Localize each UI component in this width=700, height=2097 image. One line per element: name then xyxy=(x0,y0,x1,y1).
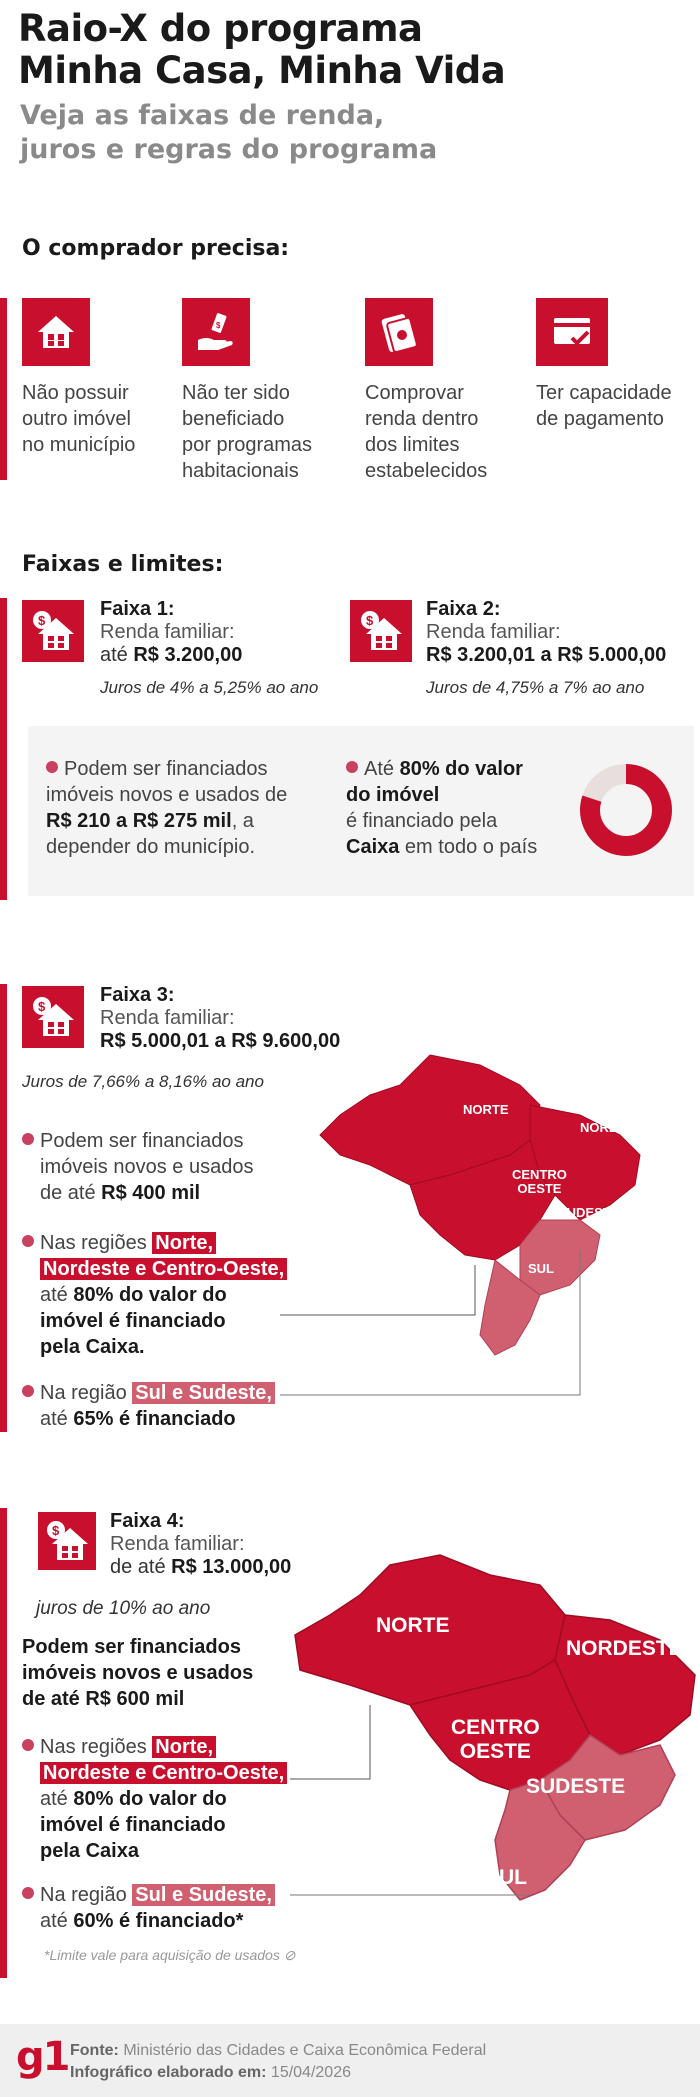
subtitle-line-1: Veja as faixas de renda, xyxy=(20,100,385,131)
connector-line-north xyxy=(280,1265,476,1316)
title-line-2: Minha Casa, Minha Vida xyxy=(18,49,506,92)
section-accent-bar xyxy=(0,1508,7,1978)
region-centro-oeste xyxy=(409,1139,556,1261)
faixa-4-point-2: Nas regiões Norte, Nordeste e Centro-Oes… xyxy=(22,1734,288,1864)
requirement-3-text: Comprovar renda dentro dos limites estabele… xyxy=(365,382,488,482)
faixa-3-point-1: Podem ser financiados imóveis novos e us… xyxy=(22,1128,253,1206)
footer xyxy=(0,2024,700,2097)
card-check-icon xyxy=(536,298,608,366)
house-icon xyxy=(22,298,90,366)
connector-line-north xyxy=(290,1705,371,1780)
house-dollar-icon: $ xyxy=(22,986,84,1048)
cash-stack-icon xyxy=(365,298,433,366)
connector-line-south xyxy=(280,1250,581,1396)
faixa-4-value: de até R$ 13.000,00 xyxy=(110,1556,292,1578)
faixa-3-title: Faixa 3: xyxy=(100,984,175,1006)
region-sudeste xyxy=(519,1219,601,1296)
faixa-4-block: Faixa 4: Renda familiar: de até R$ 13.00… xyxy=(110,1510,291,1579)
faixa-3-block: Faixa 3: Renda familiar: R$ 5.000,01 a R… xyxy=(100,984,340,1053)
brazil-map-small xyxy=(280,1054,641,1396)
region-label-centro-oeste: CENTRO OESTE xyxy=(512,1167,567,1196)
region-label-norte: NORTE xyxy=(463,1102,509,1117)
section-accent-bar xyxy=(0,298,7,480)
footer-source: Fonte: Ministério das Cidades e Caixa Ec… xyxy=(70,2042,487,2059)
g1-logo: g1 xyxy=(16,2034,70,2080)
faixa-1-block: Faixa 1: Renda familiar: até R$ 3.200,00 xyxy=(100,598,242,667)
section-accent-bar xyxy=(0,598,7,900)
faixa-1-juros: Juros de 4% a 5,25% ao ano xyxy=(100,678,319,697)
requirement-4-text: Ter capacidade de pagamento xyxy=(536,382,672,430)
faixa-4-title: Faixa 4: xyxy=(110,1510,185,1532)
svg-text:$: $ xyxy=(38,999,46,1014)
svg-text:$: $ xyxy=(366,613,374,628)
region-label-sul: SUL xyxy=(528,1261,554,1276)
faixa-2-juros: Juros de 4,75% a 7% ao ano xyxy=(426,678,645,697)
house-dollar-icon: $ xyxy=(22,600,84,662)
svg-text:$: $ xyxy=(52,1523,60,1538)
faixa-1-value: até R$ 3.200,00 xyxy=(100,644,243,666)
faixa-4-point-3: Na região Sul e Sudeste, até 60% é finan… xyxy=(22,1882,275,1934)
footer-date: Infográfico elaborado em: 15/04/2026 xyxy=(70,2064,351,2081)
region-sul xyxy=(479,1259,541,1356)
info-circle-icon: ⊘ xyxy=(283,1947,296,1963)
region-label-sul: SUL xyxy=(485,1866,527,1889)
region-label-nordeste: NORDESTE xyxy=(566,1637,683,1660)
requirement-1-text: Não possuir outro imóvel no município xyxy=(22,382,136,456)
svg-text:$: $ xyxy=(38,613,46,628)
region-label-sudeste: SUDESTE xyxy=(526,1775,626,1798)
limits-panel-left-text: Podem ser financiados imóveis novos e us… xyxy=(46,758,288,858)
house-dollar-icon: $ xyxy=(38,1512,96,1570)
requirement-2-text: Não ter sido beneficiado por programas habi… xyxy=(182,382,313,482)
region-label-sudeste: SUDESTE xyxy=(558,1205,620,1220)
title-line-1: Raio-X do programa xyxy=(18,7,423,50)
faixa-2-value: R$ 3.200,01 a R$ 5.000,00 xyxy=(426,644,667,666)
brazil-map-large xyxy=(290,1554,696,1901)
faixa-4-label: Renda familiar: xyxy=(110,1533,245,1555)
region-label-nordeste: NORDESTE xyxy=(580,1120,653,1135)
donut-80-percent-chart xyxy=(580,764,672,856)
faixa-4-footnote: *Limite vale para aquisição de usados ⊘ xyxy=(44,1947,296,1963)
faixa-3-juros: Juros de 7,66% a 8,16% ao ano xyxy=(22,1072,264,1091)
limits-heading: Faixas e limites: xyxy=(22,552,224,577)
faixa-4-bold-text: Podem ser financiados imóveis novos e us… xyxy=(22,1636,254,1710)
donut-fill xyxy=(580,764,672,856)
faixa-3-point-3: Na região Sul e Sudeste, até 65% é finan… xyxy=(22,1380,275,1432)
faixa-3-point-2: Nas regiões Norte, Nordeste e Centro-Oes… xyxy=(22,1230,288,1360)
svg-text:$: $ xyxy=(216,321,221,330)
subtitle-line-2: juros e regras do programa xyxy=(20,134,438,165)
hand-money-icon: $ xyxy=(182,298,250,366)
house-dollar-icon: $ xyxy=(350,600,412,662)
faixa-1-label: Renda familiar: xyxy=(100,621,235,643)
faixa-3-value: R$ 5.000,01 a R$ 9.600,00 xyxy=(100,1030,341,1052)
region-label-norte: NORTE xyxy=(376,1614,450,1637)
faixa-1-title: Faixa 1: xyxy=(100,598,175,620)
requirements-heading: O comprador precisa: xyxy=(22,236,290,261)
faixa-2-block: Faixa 2: Renda familiar: R$ 3.200,01 a R… xyxy=(426,598,666,667)
faixa-4-juros: juros de 10% ao ano xyxy=(36,1598,211,1619)
region-sul xyxy=(494,1779,586,1901)
region-norte xyxy=(319,1054,541,1186)
faixa-2-label: Renda familiar: xyxy=(426,621,561,643)
region-label-centro-oeste: CENTRO OESTE xyxy=(451,1716,540,1763)
faixa-2-title: Faixa 2: xyxy=(426,598,501,620)
region-sudeste xyxy=(539,1733,676,1841)
section-accent-bar xyxy=(0,984,7,1432)
faixa-3-label: Renda familiar: xyxy=(100,1007,235,1029)
limits-panel-right-text: Até 80% do valor do imóvel é financiado … xyxy=(346,758,538,858)
